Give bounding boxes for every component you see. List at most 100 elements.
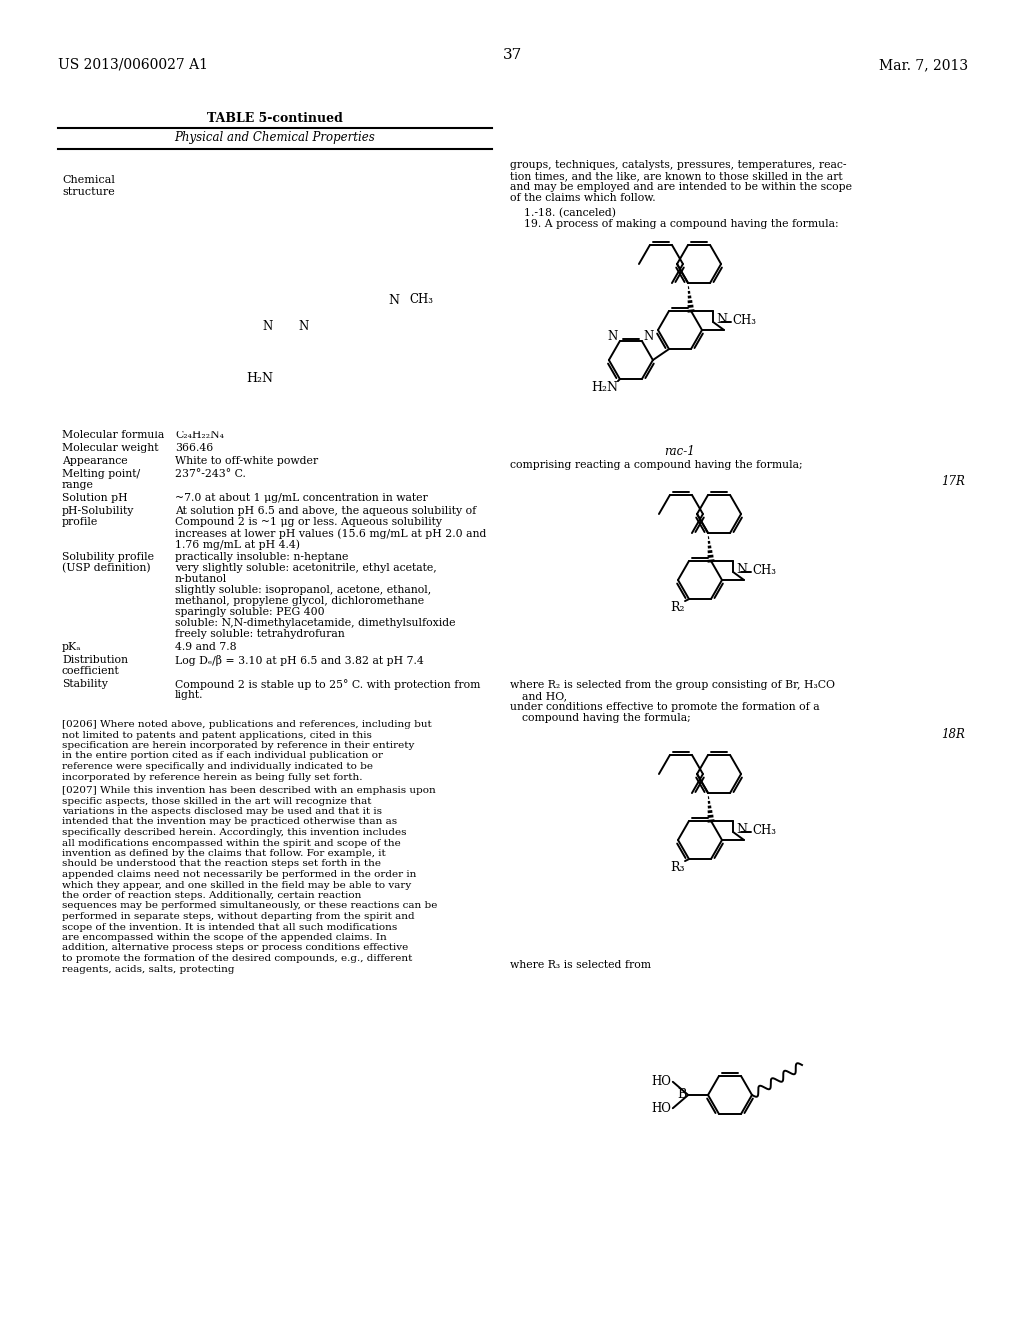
Text: [0207] While this invention has been described with an emphasis upon: [0207] While this invention has been des…: [62, 785, 436, 795]
Text: Log Dₑ/β = 3.10 at pH 6.5 and 3.82 at pH 7.4: Log Dₑ/β = 3.10 at pH 6.5 and 3.82 at pH…: [175, 655, 424, 667]
Text: should be understood that the reaction steps set forth in the: should be understood that the reaction s…: [62, 859, 381, 869]
Text: to promote the formation of the desired compounds, e.g., different: to promote the formation of the desired …: [62, 954, 413, 964]
Text: soluble: N,N-dimethylacetamide, dimethylsulfoxide: soluble: N,N-dimethylacetamide, dimethyl…: [175, 618, 456, 628]
Text: where R₂ is selected from the group consisting of Br, H₃CO: where R₂ is selected from the group cons…: [510, 680, 835, 690]
Text: addition, alternative process steps or process conditions effective: addition, alternative process steps or p…: [62, 944, 409, 953]
Text: US 2013/0060027 A1: US 2013/0060027 A1: [58, 58, 208, 73]
Text: Appearance: Appearance: [62, 455, 128, 466]
Text: comprising reacting a compound having the formula;: comprising reacting a compound having th…: [510, 459, 803, 470]
Text: Molecular weight: Molecular weight: [62, 444, 159, 453]
Text: 19. A process of making a compound having the formula:: 19. A process of making a compound havin…: [510, 219, 839, 228]
Text: H₂N: H₂N: [212, 363, 239, 376]
Text: coefficient: coefficient: [62, 667, 120, 676]
Text: very slightly soluble: acetonitrile, ethyl acetate,: very slightly soluble: acetonitrile, eth…: [175, 564, 437, 573]
Text: 237°-243° C.: 237°-243° C.: [175, 469, 246, 479]
Text: Solution pH: Solution pH: [62, 492, 128, 503]
Bar: [150, 160, 490, 430]
Text: groups, techniques, catalysts, pressures, temperatures, reac-: groups, techniques, catalysts, pressures…: [510, 160, 847, 170]
Text: N: N: [736, 824, 746, 837]
Text: Physical and Chemical Properties: Physical and Chemical Properties: [175, 132, 376, 144]
Text: under conditions effective to promote the formation of a: under conditions effective to promote th…: [510, 702, 819, 711]
Text: variations in the aspects disclosed may be used and that it is: variations in the aspects disclosed may …: [62, 807, 382, 816]
Text: reagents, acids, salts, protecting: reagents, acids, salts, protecting: [62, 965, 234, 974]
Text: (USP definition): (USP definition): [62, 564, 151, 573]
Text: [0206] Where noted above, publications and references, including but: [0206] Where noted above, publications a…: [62, 719, 432, 729]
Text: pKₐ: pKₐ: [62, 642, 82, 652]
Text: are encompassed within the scope of the appended claims. In: are encompassed within the scope of the …: [62, 933, 387, 942]
Text: scope of the invention. It is intended that all such modifications: scope of the invention. It is intended t…: [62, 923, 397, 932]
Text: and HO,: and HO,: [522, 690, 567, 701]
Text: 4.9 and 7.8: 4.9 and 7.8: [175, 642, 237, 652]
Text: N: N: [644, 330, 654, 342]
Text: specifically described herein. Accordingly, this invention includes: specifically described herein. According…: [62, 828, 407, 837]
Text: N: N: [262, 319, 272, 333]
Text: N: N: [716, 313, 727, 326]
Text: N: N: [607, 330, 617, 342]
Text: Molecular formula: Molecular formula: [62, 430, 164, 440]
Text: Chemical: Chemical: [62, 176, 115, 185]
Text: N: N: [410, 301, 420, 314]
Text: H₂N: H₂N: [246, 372, 272, 385]
Text: HO: HO: [651, 1076, 671, 1088]
Text: the order of reaction steps. Additionally, certain reaction: the order of reaction steps. Additionall…: [62, 891, 361, 900]
Text: intended that the invention may be practiced otherwise than as: intended that the invention may be pract…: [62, 817, 397, 826]
Text: specific aspects, those skilled in the art will recognize that: specific aspects, those skilled in the a…: [62, 796, 372, 805]
Text: Distribution: Distribution: [62, 655, 128, 665]
Text: Solubility profile: Solubility profile: [62, 552, 154, 562]
Text: HO: HO: [651, 1102, 671, 1114]
Text: compound having the formula;: compound having the formula;: [522, 713, 691, 723]
Text: Melting point/: Melting point/: [62, 469, 140, 479]
Text: N: N: [388, 294, 399, 306]
Text: increases at lower pH values (15.6 mg/mL at pH 2.0 and: increases at lower pH values (15.6 mg/mL…: [175, 528, 486, 539]
Text: and may be employed and are intended to be within the scope: and may be employed and are intended to …: [510, 182, 852, 191]
Text: 18R: 18R: [941, 729, 965, 741]
Text: N: N: [736, 564, 746, 577]
Text: C₂₄H₂₂N₄: C₂₄H₂₂N₄: [175, 430, 224, 440]
Text: light.: light.: [175, 690, 204, 700]
Text: slightly soluble: isopropanol, acetone, ethanol,: slightly soluble: isopropanol, acetone, …: [175, 585, 431, 595]
Text: 1.76 mg/mL at pH 4.4): 1.76 mg/mL at pH 4.4): [175, 539, 300, 549]
Text: invention as defined by the claims that follow. For example, it: invention as defined by the claims that …: [62, 849, 386, 858]
Text: range: range: [62, 480, 94, 490]
Text: H₂N: H₂N: [591, 381, 617, 395]
Text: which they appear, and one skilled in the field may be able to vary: which they appear, and one skilled in th…: [62, 880, 412, 890]
Text: White to off-white powder: White to off-white powder: [175, 455, 318, 466]
Text: 37: 37: [503, 48, 521, 62]
Text: CH₃: CH₃: [432, 290, 456, 304]
Text: structure: structure: [62, 187, 115, 197]
Text: 17R: 17R: [941, 475, 965, 488]
Text: profile: profile: [62, 517, 98, 527]
Text: where R₃ is selected from: where R₃ is selected from: [510, 960, 651, 970]
Text: At solution pH 6.5 and above, the aqueous solubility of: At solution pH 6.5 and above, the aqueou…: [175, 506, 476, 516]
Text: tion times, and the like, are known to those skilled in the art: tion times, and the like, are known to t…: [510, 172, 843, 181]
Text: rac-1: rac-1: [665, 445, 695, 458]
Text: sparingly soluble: PEG 400: sparingly soluble: PEG 400: [175, 607, 325, 616]
Text: B: B: [677, 1089, 686, 1101]
Text: TABLE 5-continued: TABLE 5-continued: [207, 111, 343, 124]
Text: practically insoluble: n-heptane: practically insoluble: n-heptane: [175, 552, 348, 562]
Text: 366.46: 366.46: [175, 444, 213, 453]
Text: CH₃: CH₃: [753, 565, 776, 577]
Text: ~7.0 at about 1 μg/mL concentration in water: ~7.0 at about 1 μg/mL concentration in w…: [175, 492, 428, 503]
Text: Compound 2 is stable up to 25° C. with protection from: Compound 2 is stable up to 25° C. with p…: [175, 678, 480, 690]
Text: all modifications encompassed within the spirit and scope of the: all modifications encompassed within the…: [62, 838, 400, 847]
Text: Stability: Stability: [62, 678, 108, 689]
Text: reference were specifically and individually indicated to be: reference were specifically and individu…: [62, 762, 373, 771]
Text: N: N: [299, 319, 309, 333]
Text: not limited to patents and patent applications, cited in this: not limited to patents and patent applic…: [62, 730, 372, 739]
Text: CH₃: CH₃: [753, 825, 776, 837]
Text: 1.-18. (canceled): 1.-18. (canceled): [510, 209, 616, 218]
Text: n-butanol: n-butanol: [175, 574, 227, 583]
Text: R₂: R₂: [671, 601, 685, 614]
Text: specification are herein incorporated by reference in their entirety: specification are herein incorporated by…: [62, 741, 415, 750]
Text: appended claims need not necessarily be performed in the order in: appended claims need not necessarily be …: [62, 870, 417, 879]
Text: incorporated by reference herein as being fully set forth.: incorporated by reference herein as bein…: [62, 772, 362, 781]
Text: Compound 2 is ~1 μg or less. Aqueous solubility: Compound 2 is ~1 μg or less. Aqueous sol…: [175, 517, 442, 527]
Text: R₃: R₃: [671, 861, 685, 874]
Text: sequences may be performed simultaneously, or these reactions can be: sequences may be performed simultaneousl…: [62, 902, 437, 911]
Text: N: N: [239, 321, 249, 334]
Text: performed in separate steps, without departing from the spirit and: performed in separate steps, without dep…: [62, 912, 415, 921]
Text: N: N: [275, 321, 286, 334]
Text: of the claims which follow.: of the claims which follow.: [510, 193, 655, 203]
Text: Mar. 7, 2013: Mar. 7, 2013: [879, 58, 968, 73]
